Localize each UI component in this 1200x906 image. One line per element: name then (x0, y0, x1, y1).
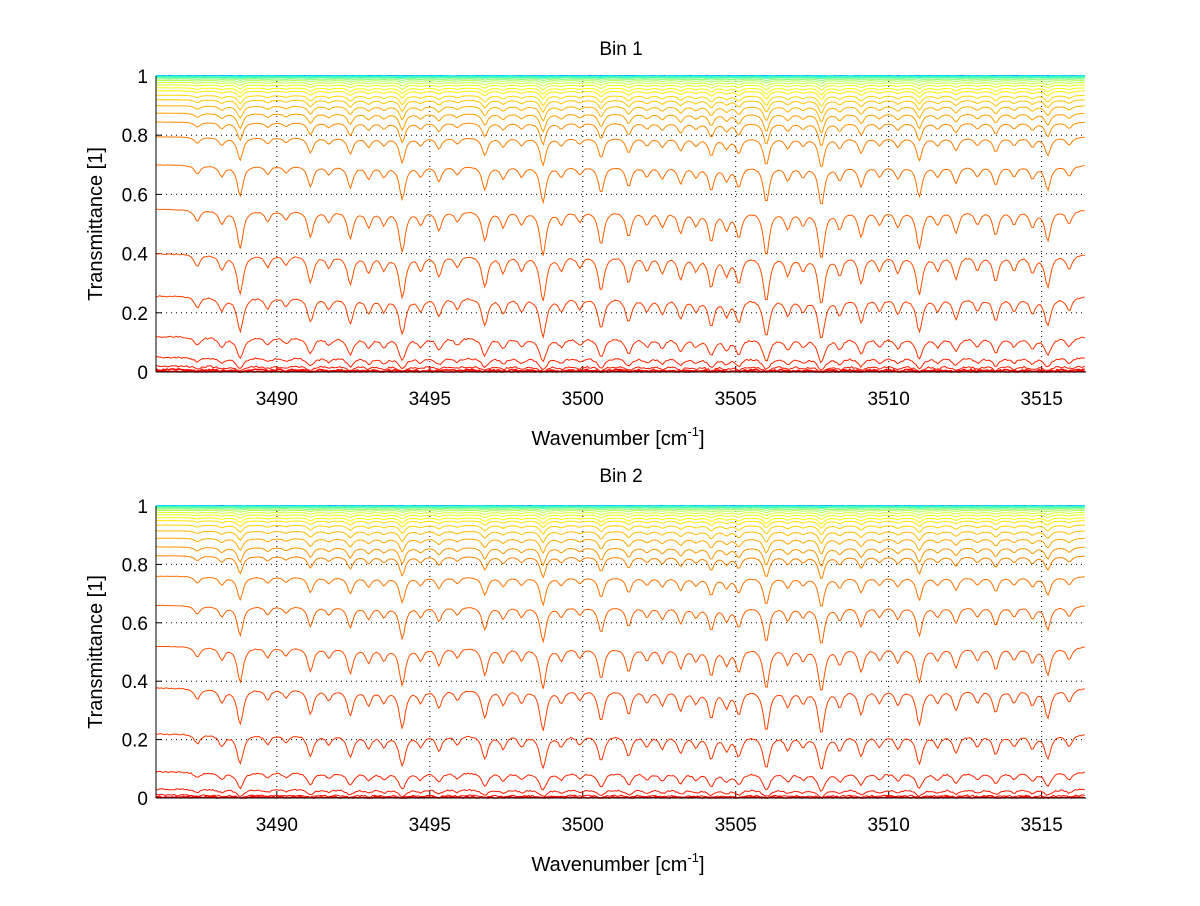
x-tick-label: 3495 (409, 389, 451, 410)
y-tick-label: 0 (137, 789, 148, 810)
y-axis-label: Transmittance [1] (85, 147, 107, 301)
spectrum-series-20 (156, 688, 1085, 732)
y-tick-label: 1 (137, 497, 148, 518)
x-axis-label: Wavenumber [cm-1] (531, 424, 704, 450)
spectrum-series-17 (156, 576, 1085, 606)
spectrum-series-15 (156, 547, 1085, 566)
y-tick-label: 0.8 (122, 126, 148, 147)
y-tick-label: 0.4 (122, 245, 149, 266)
spectrum-series-19 (156, 646, 1085, 690)
spectrum-series-14 (156, 106, 1085, 122)
axes-title: Bin 2 (599, 466, 642, 487)
y-axis-label: Transmittance [1] (85, 575, 107, 729)
spectrum-series-19 (156, 209, 1085, 257)
x-tick-label: 3500 (562, 389, 604, 410)
x-tick-label: 3490 (256, 815, 298, 836)
x-axis-label: Wavenumber [cm-1] (531, 850, 704, 876)
spectrum-series-20 (156, 254, 1085, 303)
y-tick-label: 0.2 (122, 304, 148, 325)
axes-bin-1: Bin 1 Transmittance [1] Wavenumber [cm-1… (85, 39, 1086, 450)
spectrum-series-23 (156, 357, 1085, 370)
spectrum-series-14 (156, 538, 1085, 553)
spectrum-series-17 (156, 137, 1085, 166)
y-tick-label: 0.6 (122, 185, 148, 206)
spectrum-series-16 (156, 122, 1085, 145)
spectrum-series-16 (156, 556, 1085, 579)
y-tick-label: 0.4 (122, 672, 149, 693)
y-tick-label: 0 (137, 363, 148, 384)
spectrum-series-21 (156, 734, 1085, 769)
x-tick-label: 3500 (562, 815, 604, 836)
x-tick-label: 3490 (256, 389, 298, 410)
x-tick-label: 3510 (868, 389, 910, 410)
y-tick-label: 0.8 (122, 555, 148, 576)
spectrum-series-12 (156, 525, 1085, 535)
axes-title: Bin 1 (599, 39, 642, 60)
spectrum-series-15 (156, 113, 1085, 132)
x-tick-label: 3505 (715, 389, 757, 410)
axes-bin-2: Bin 2 Transmittance [1] Wavenumber [cm-1… (85, 466, 1086, 876)
spectrum-series-22 (156, 771, 1085, 791)
x-tick-label: 3505 (715, 815, 757, 836)
spectrum-series-21 (156, 296, 1085, 338)
y-tick-label: 0.6 (122, 614, 148, 635)
spectrum-series-11 (156, 521, 1085, 528)
x-tick-label: 3515 (1021, 389, 1063, 410)
spectrum-series-13 (156, 531, 1085, 543)
spectrum-series-18 (156, 165, 1085, 204)
y-tick-label: 0.2 (122, 731, 148, 752)
spectrum-series-5 (156, 508, 1085, 509)
spectrum-series-9 (156, 85, 1085, 90)
x-tick-label: 3495 (409, 815, 451, 836)
spectrum-series-18 (156, 605, 1085, 643)
x-tick-label: 3515 (1021, 815, 1063, 836)
x-tick-label: 3510 (868, 815, 910, 836)
spectrum-series-11 (156, 91, 1085, 99)
y-tick-label: 1 (137, 67, 148, 88)
